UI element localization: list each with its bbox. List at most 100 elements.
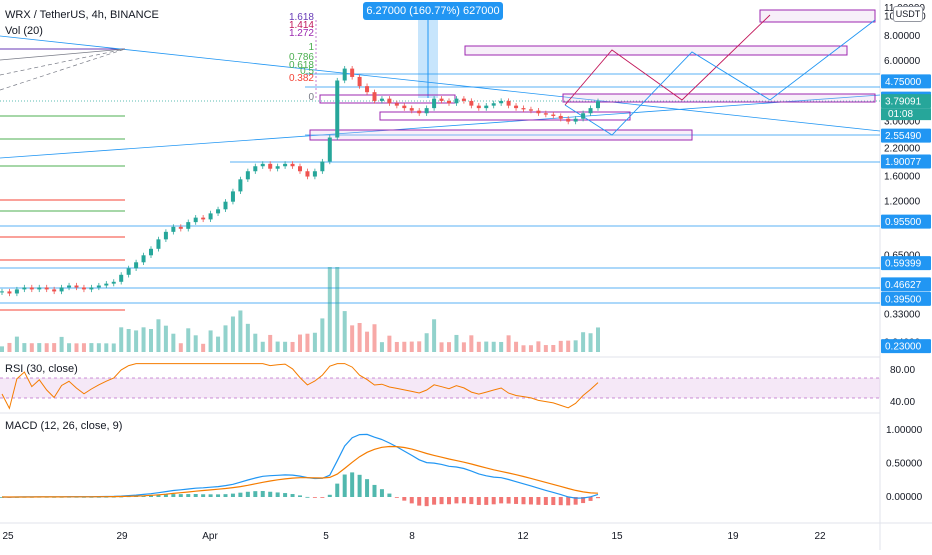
price-tag (881, 94, 931, 109)
volume-legend[interactable]: Vol (20) (5, 25, 43, 37)
candle-body (260, 163, 265, 167)
projection-red (564, 14, 771, 106)
volume-bar (350, 325, 355, 352)
price-label: 8.00000 (884, 31, 921, 42)
candle-body (312, 171, 317, 177)
time-label: 8 (409, 531, 415, 542)
currency-badge[interactable]: USDT (893, 6, 923, 22)
macd-hist-bar (454, 497, 459, 504)
signal-line (2, 445, 599, 498)
volume-bar (126, 329, 131, 352)
macd-hist-bar (581, 497, 586, 504)
candle-body (506, 100, 511, 106)
candle-body (96, 285, 101, 288)
macd-hist-bar (312, 497, 317, 498)
volume-bar (141, 327, 146, 352)
price-tag-label: 0.95500 (885, 217, 922, 228)
macd-axis-label: 0.50000 (886, 458, 923, 469)
volume-bar (178, 343, 183, 352)
volume-bar (245, 323, 250, 352)
macd-title[interactable]: MACD (12, 26, close, 9) (5, 420, 123, 432)
volume-bar (409, 341, 414, 352)
macd-hist-bar (379, 489, 384, 497)
price-tag (881, 74, 931, 89)
candle-body (372, 92, 377, 101)
price-tag-label: 3.79091 (885, 97, 922, 108)
candle-body (22, 287, 27, 290)
fan-line-2 (0, 48, 126, 91)
time-label: 5 (323, 531, 329, 542)
candle-body (596, 101, 600, 109)
price-tag (881, 256, 931, 271)
candle-body (7, 291, 12, 294)
candle-body (119, 274, 124, 282)
fan-line-1 (0, 48, 126, 76)
volume-bar (74, 343, 79, 352)
macd-hist-bar (536, 497, 541, 505)
macd-hist-bar (186, 494, 191, 497)
volume-bar (499, 341, 504, 352)
fib-level-label: 0 (308, 92, 314, 103)
volume-bar (581, 332, 586, 352)
volume-bar (44, 343, 49, 352)
candle-body (37, 287, 42, 290)
candle-body (52, 289, 57, 292)
symbol-legend[interactable]: WRX / TetherUS, 4h, BINANCE (5, 9, 159, 21)
macd-hist-bar (543, 497, 548, 505)
macd-hist-bar (409, 497, 414, 504)
rsi-plot (1, 363, 599, 410)
volume-bar (461, 342, 466, 352)
rsi-line (1, 363, 599, 410)
macd-hist-bar (238, 492, 243, 497)
candle-body (543, 113, 548, 115)
volume-bar (193, 335, 198, 352)
candle-body (402, 105, 407, 109)
macd-line (1, 433, 599, 499)
macd-hist-bar (223, 494, 228, 497)
rsi-title[interactable]: RSI (30, close) (5, 363, 78, 375)
volume-bar (22, 343, 27, 352)
volume-bar (454, 334, 459, 352)
macd-hist-bar (193, 493, 198, 497)
volume-bar (484, 341, 489, 352)
volume-bar (119, 327, 124, 352)
volume-bar (476, 341, 481, 352)
volume-bar (0, 346, 4, 352)
candle-body (74, 285, 79, 288)
countdown-tag (881, 108, 931, 121)
candle-body (111, 281, 116, 284)
macd-hist-bar (298, 495, 302, 497)
candle-body (223, 201, 228, 210)
macd-hist-bar (327, 494, 332, 497)
trendline-up (0, 94, 881, 159)
candle-body (59, 287, 64, 292)
macd-hist-bar (447, 497, 451, 505)
candle-body (357, 76, 362, 87)
candle-body (342, 68, 347, 81)
volume-bar (417, 341, 422, 352)
macd-hist-bar (149, 495, 153, 497)
candle-body (417, 110, 422, 114)
volume-bar (238, 310, 243, 352)
volume-bar (387, 335, 392, 352)
volume-bar (260, 341, 265, 352)
volume-bar (342, 311, 347, 352)
candle-body (134, 262, 139, 269)
macd-hist-bar (566, 497, 571, 506)
volume-bar (216, 336, 221, 352)
macd-hist-bar (268, 491, 273, 497)
volume-bar (156, 319, 161, 352)
candle-body (588, 108, 593, 114)
candle-body (298, 166, 302, 172)
macd-hist-bar (208, 494, 213, 497)
price-label: 1.20000 (884, 197, 921, 208)
candle-body (536, 110, 541, 114)
candle-body (581, 113, 586, 119)
volume-bar (365, 331, 370, 352)
price-tag (881, 214, 931, 229)
price-tag-label: 2.55490 (885, 131, 922, 142)
price-tags: 4.750003.900003.7909101:082.554901.90077… (881, 74, 931, 354)
macd-hist-bar (365, 479, 370, 497)
